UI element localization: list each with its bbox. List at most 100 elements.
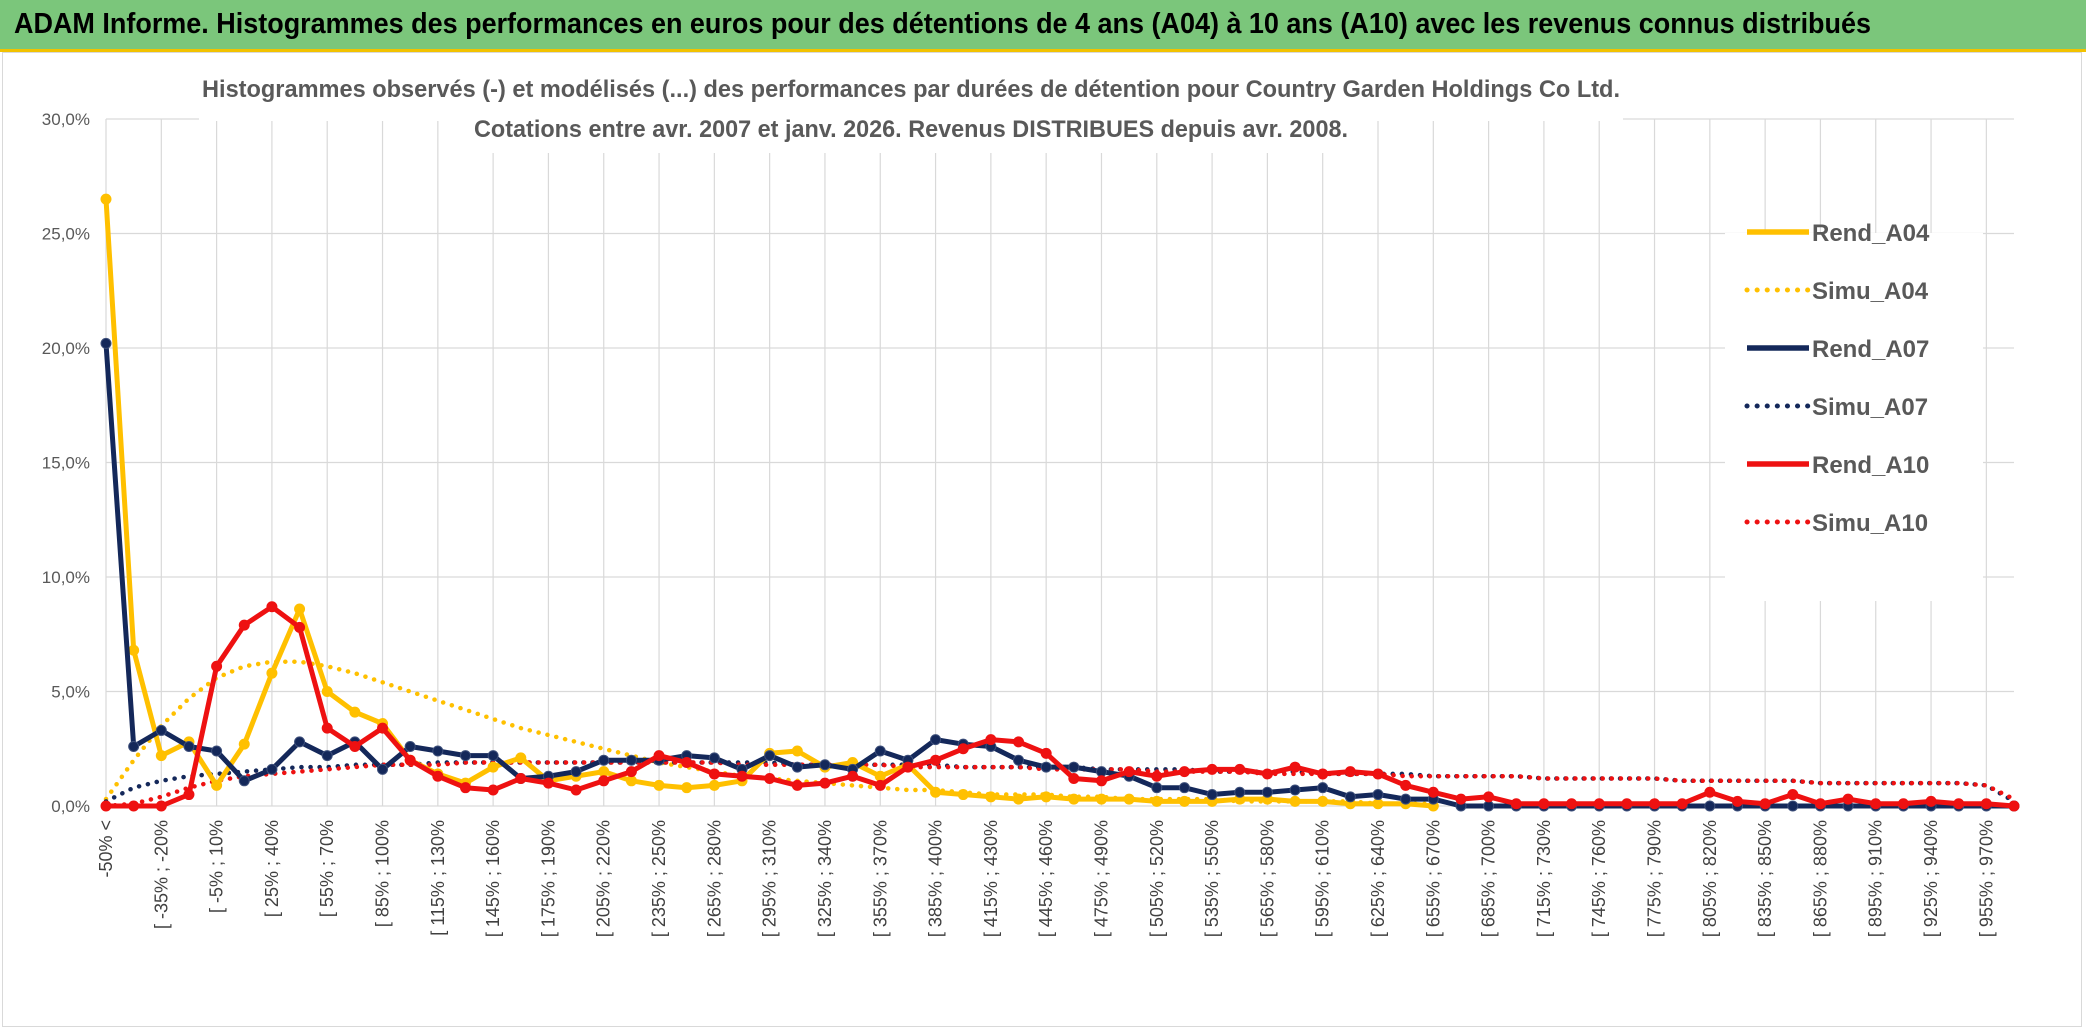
- x-tick-label: [ 835% ; 850%: [1755, 820, 1775, 937]
- data-point: [100, 800, 112, 812]
- series-line: [106, 604, 2015, 809]
- data-point: [1372, 798, 1384, 810]
- data-point: [598, 775, 610, 787]
- data-point: [294, 603, 306, 615]
- y-tick-label: 15,0%: [42, 454, 90, 473]
- legend-item: Simu_A07: [1744, 394, 1928, 421]
- data-point: [1897, 798, 1909, 810]
- data-point: [266, 601, 278, 613]
- x-tick-label: [ 565% ; 580%: [1257, 820, 1277, 937]
- x-tick-label: [ 55% ; 70%: [317, 820, 337, 917]
- y-axis-ticks: 0,0% 5,0% 10,0% 15,0% 20,0% 25,0% 30,0%: [42, 110, 90, 816]
- data-point: [487, 750, 499, 762]
- x-tick-label: [ 895% ; 910%: [1866, 820, 1886, 937]
- data-point: [266, 763, 278, 775]
- data-point: [294, 621, 306, 633]
- data-point: [1814, 798, 1826, 810]
- legend-item: Simu_A04: [1744, 278, 1929, 305]
- x-tick-label: [ 595% ; 610%: [1313, 820, 1333, 937]
- x-tick-label: [ 445% ; 460%: [1036, 820, 1056, 937]
- data-point: [1013, 754, 1025, 766]
- data-point: [598, 754, 610, 766]
- x-tick-label: [ 865% ; 880%: [1810, 820, 1830, 937]
- data-point: [1483, 791, 1495, 803]
- data-point: [1483, 800, 1495, 812]
- data-point: [874, 770, 886, 782]
- x-tick-label: [ 295% ; 310%: [760, 820, 780, 937]
- data-point: [128, 740, 140, 752]
- x-tick-label: [ 235% ; 250%: [649, 820, 669, 937]
- data-point: [1566, 798, 1578, 810]
- data-point: [1510, 798, 1522, 810]
- data-point: [459, 782, 471, 794]
- data-point: [1870, 798, 1882, 810]
- data-point: [183, 740, 195, 752]
- x-tick-label: [ 535% ; 550%: [1202, 820, 1222, 937]
- data-point: [183, 789, 195, 801]
- y-tick-label: 20,0%: [42, 339, 90, 358]
- data-point: [819, 759, 831, 771]
- data-point: [1427, 786, 1439, 798]
- data-point: [764, 750, 776, 762]
- x-tick-label: [ 805% ; 820%: [1700, 820, 1720, 937]
- data-point: [1068, 773, 1080, 785]
- data-point: [957, 743, 969, 755]
- x-tick-label: [ 775% ; 790%: [1645, 820, 1665, 937]
- x-tick-label: [ 715% ; 730%: [1534, 820, 1554, 937]
- data-point: [1151, 795, 1163, 807]
- chart-frame: 0,0% 5,0% 10,0% 15,0% 20,0% 25,0% 30,0% -50% <…: [2, 52, 2082, 1027]
- data-point: [708, 768, 720, 780]
- x-tick-label: [ 625% ; 640%: [1368, 820, 1388, 937]
- data-point: [1095, 793, 1107, 805]
- data-point: [681, 756, 693, 768]
- x-tick-label: [ 505% ; 520%: [1147, 820, 1167, 937]
- data-point: [515, 752, 527, 764]
- data-point: [985, 734, 997, 746]
- data-point: [1538, 798, 1550, 810]
- x-tick-label: [ -5% ; 10%: [207, 820, 227, 913]
- data-point: [1234, 786, 1246, 798]
- data-point: [1731, 795, 1743, 807]
- x-tick-label: [ 265% ; 280%: [704, 820, 724, 937]
- data-point: [1704, 800, 1716, 812]
- data-point: [930, 734, 942, 746]
- data-point: [1344, 791, 1356, 803]
- data-point: [598, 766, 610, 778]
- data-point: [1178, 766, 1190, 778]
- data-point: [570, 766, 582, 778]
- data-point: [432, 745, 444, 757]
- report-title: ADAM Informe. Histogrammes des performan…: [14, 8, 1872, 40]
- data-point: [874, 779, 886, 791]
- data-point: [515, 773, 527, 785]
- chart-title: Histogrammes observés (-) et modélisés (…: [202, 76, 1620, 103]
- data-point: [1261, 768, 1273, 780]
- data-point: [570, 784, 582, 796]
- data-point: [1123, 793, 1135, 805]
- x-tick-label: [ 145% ; 160%: [483, 820, 503, 937]
- data-point: [100, 193, 112, 205]
- data-point: [238, 619, 250, 631]
- legend-item: Rend_A04: [1747, 220, 1930, 247]
- data-point: [1040, 747, 1052, 759]
- x-tick-label: [ 745% ; 760%: [1589, 820, 1609, 937]
- data-point: [625, 754, 637, 766]
- legend-item: Rend_A07: [1747, 336, 1929, 363]
- histogram-chart: 0,0% 5,0% 10,0% 15,0% 20,0% 25,0% 30,0% -50% <…: [42, 57, 2020, 937]
- data-point: [155, 800, 167, 812]
- y-tick-label: 30,0%: [42, 110, 90, 129]
- data-point: [625, 775, 637, 787]
- data-point: [459, 750, 471, 762]
- data-point: [1759, 798, 1771, 810]
- data-point: [1842, 793, 1854, 805]
- data-point: [404, 740, 416, 752]
- data-point: [653, 779, 665, 791]
- data-point: [1289, 795, 1301, 807]
- data-point: [1621, 798, 1633, 810]
- data-point: [736, 770, 748, 782]
- gridlines: [105, 118, 2014, 807]
- data-point: [764, 773, 776, 785]
- data-point: [1400, 793, 1412, 805]
- series-lines: [100, 193, 2020, 812]
- x-tick-label: [ 325% ; 340%: [815, 820, 835, 937]
- data-point: [1206, 763, 1218, 775]
